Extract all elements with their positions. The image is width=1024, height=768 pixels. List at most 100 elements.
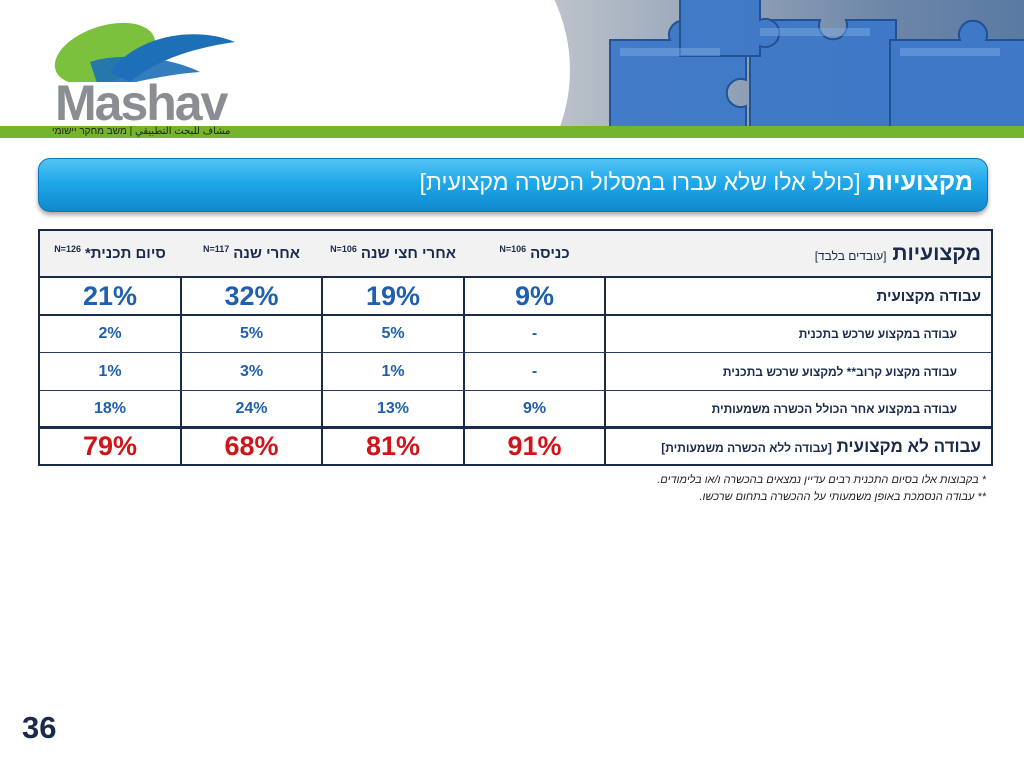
table-column-divider: [180, 231, 182, 464]
cell-value: 9%: [514, 280, 555, 311]
table-column-divider: [463, 231, 465, 464]
table-header-row: סיום תכנית* N=126 אחרי שנה N=117 אחרי חצ…: [40, 231, 991, 276]
col-n: N=106: [499, 243, 527, 254]
logo-tagline: مشاف للبحث التطبيقي | משב מחקר יישומי: [52, 126, 231, 137]
table-cell: 1%: [323, 353, 463, 390]
row-label-text: עבודה מקצוע קרוב** למקצוע שרכש בתכנית: [722, 364, 957, 379]
header-label: מקצועיות [עובדים בלבד]: [815, 242, 981, 266]
title-banner: מקצועיות [כולל אלו שלא עברו במסלול הכשרה…: [38, 158, 988, 212]
table-row: 1% 3% 1% - עבודה מקצוע קרוב** למקצוע שרכ…: [40, 353, 991, 390]
puzzle-pieces-image: [609, 0, 1024, 126]
slide-title: מקצועיות [כולל אלו שלא עברו במסלול הכשרה…: [420, 168, 973, 197]
header-curve: [280, 0, 570, 126]
cell-value: 79%: [82, 431, 138, 461]
table-cell: 91%: [465, 429, 604, 464]
table-row: 18% 24% 13% 9% עבודה במקצוע אחר הכולל הכ…: [40, 391, 991, 426]
col-label: כניסה: [530, 245, 570, 262]
col-n: N=117: [202, 243, 230, 254]
table-cell: -: [465, 353, 604, 390]
footnote: * בקבוצות אלו בסיום התכנית רבים עדיין נמ…: [657, 474, 986, 486]
row-label: עבודה במקצוע שרכש בתכנית: [606, 316, 991, 352]
cell-value: 81%: [365, 431, 421, 461]
table-row: 2% 5% 5% - עבודה במקצוע שרכש בתכנית: [40, 316, 991, 352]
cell-value: 5%: [239, 325, 264, 342]
professionalism-table: סיום תכנית* N=126 אחרי שנה N=117 אחרי חצ…: [38, 229, 993, 466]
table-divider: [40, 426, 991, 429]
table-cell: 9%: [465, 278, 604, 314]
slide-title-main: מקצועיות: [867, 168, 973, 196]
table-cell: 18%: [40, 391, 180, 426]
footnotes: * בקבוצות אלו בסיום התכנית רבים עדיין נמ…: [657, 472, 986, 506]
table-column-divider: [604, 231, 606, 464]
puzzle-photo: [280, 0, 1024, 126]
row-label: עבודה במקצוע אחר הכולל הכשרה משמעותית: [606, 391, 991, 426]
table-cell: 13%: [323, 391, 463, 426]
table-row: 21% 32% 19% 9% עבודה מקצועית: [40, 278, 991, 314]
row-label-text: עבודה מקצועית: [876, 287, 981, 305]
cell-value: -: [531, 325, 538, 342]
row-label: עבודה לא מקצועית [עבודה ללא הכשרה משמעות…: [606, 429, 991, 464]
cell-value: 9%: [522, 399, 547, 417]
cell-value: 24%: [235, 399, 268, 417]
table-divider: [40, 352, 991, 353]
cell-value: 21%: [82, 280, 138, 311]
table-cell: 21%: [40, 278, 180, 314]
table-cell: 5%: [182, 316, 321, 352]
page-number: 36: [22, 710, 57, 745]
cell-value: 2%: [98, 325, 122, 342]
footnote: ** עבודה הנסמכת באופן משמעותי על ההכשרה …: [699, 491, 986, 503]
cell-value: 18%: [93, 399, 127, 417]
cell-value: 3%: [239, 362, 264, 380]
row-label-main: עבודה לא מקצועית: [836, 436, 981, 456]
cell-value: -: [531, 362, 538, 380]
table-cell: 9%: [465, 391, 604, 426]
table-cell: 3%: [182, 353, 321, 390]
table-cell: 79%: [40, 429, 180, 464]
header-label-main: מקצועיות: [892, 241, 981, 265]
table-cell: 32%: [182, 278, 321, 314]
header-green-stripe: [0, 126, 1024, 138]
table-divider: [40, 276, 991, 278]
row-label-text: עבודה במקצוע שרכש בתכנית: [798, 327, 957, 341]
row-label: עבודה מקצוע קרוב** למקצוע שרכש בתכנית: [606, 353, 991, 390]
table-cell: 1%: [40, 353, 180, 390]
col-label: אחרי שנה: [233, 245, 301, 262]
header: Mashav مشاف للبحث التطبيقي | משב מחקר יי…: [0, 0, 1024, 138]
table-divider: [40, 314, 991, 316]
cell-value: 32%: [224, 280, 279, 311]
cell-value: 19%: [365, 280, 421, 311]
table-cell: 68%: [182, 429, 321, 464]
table-column-divider: [321, 231, 323, 464]
cell-value: 5%: [381, 325, 405, 342]
header-col-year: אחרי שנה N=117: [182, 231, 321, 276]
logo-swoosh-icon: [54, 22, 235, 82]
row-label-text: עבודה במקצוע אחר הכולל הכשרה משמעותית: [711, 401, 957, 416]
header-col-half-year: אחרי חצי שנה N=106: [323, 231, 463, 276]
col-label: אחרי חצי שנה: [360, 245, 456, 262]
row-label-sub: [עבודה ללא הכשרה משמעותית]: [661, 440, 832, 455]
table-cell: 19%: [323, 278, 463, 314]
cell-value: 1%: [381, 362, 405, 380]
table-cell: -: [465, 316, 604, 352]
col-n: N=106: [330, 243, 357, 254]
row-label: עבודה מקצועית: [606, 278, 991, 314]
cell-value: 68%: [224, 431, 279, 461]
cell-value: 13%: [376, 399, 410, 417]
logo-wordmark: Mashav: [55, 75, 228, 131]
table-cell: 5%: [323, 316, 463, 352]
mashav-logo: Mashav مشاف للبحث التطبيقي | משב מחקר יי…: [50, 12, 250, 137]
table-cell: 24%: [182, 391, 321, 426]
table-divider: [40, 390, 991, 391]
row-label-text: עבודה לא מקצועית [עבודה ללא הכשרה משמעות…: [661, 437, 981, 457]
cell-value: 1%: [98, 362, 122, 380]
header-col-entry: כניסה N=106: [465, 231, 604, 276]
slide-title-sub: [כולל אלו שלא עברו במסלול הכשרה מקצועית]: [419, 169, 861, 195]
col-label: סיום תכנית*: [84, 245, 166, 262]
table-cell: 2%: [40, 316, 180, 352]
header-row-label: מקצועיות [עובדים בלבד]: [606, 231, 991, 276]
table-row: 79% 68% 81% 91% עבודה לא מקצועית [עבודה …: [40, 429, 991, 464]
col-n: N=126: [54, 243, 81, 254]
table-cell: 81%: [323, 429, 463, 464]
cell-value: 91%: [507, 431, 562, 461]
header-label-sub: [עובדים בלבד]: [814, 248, 887, 263]
